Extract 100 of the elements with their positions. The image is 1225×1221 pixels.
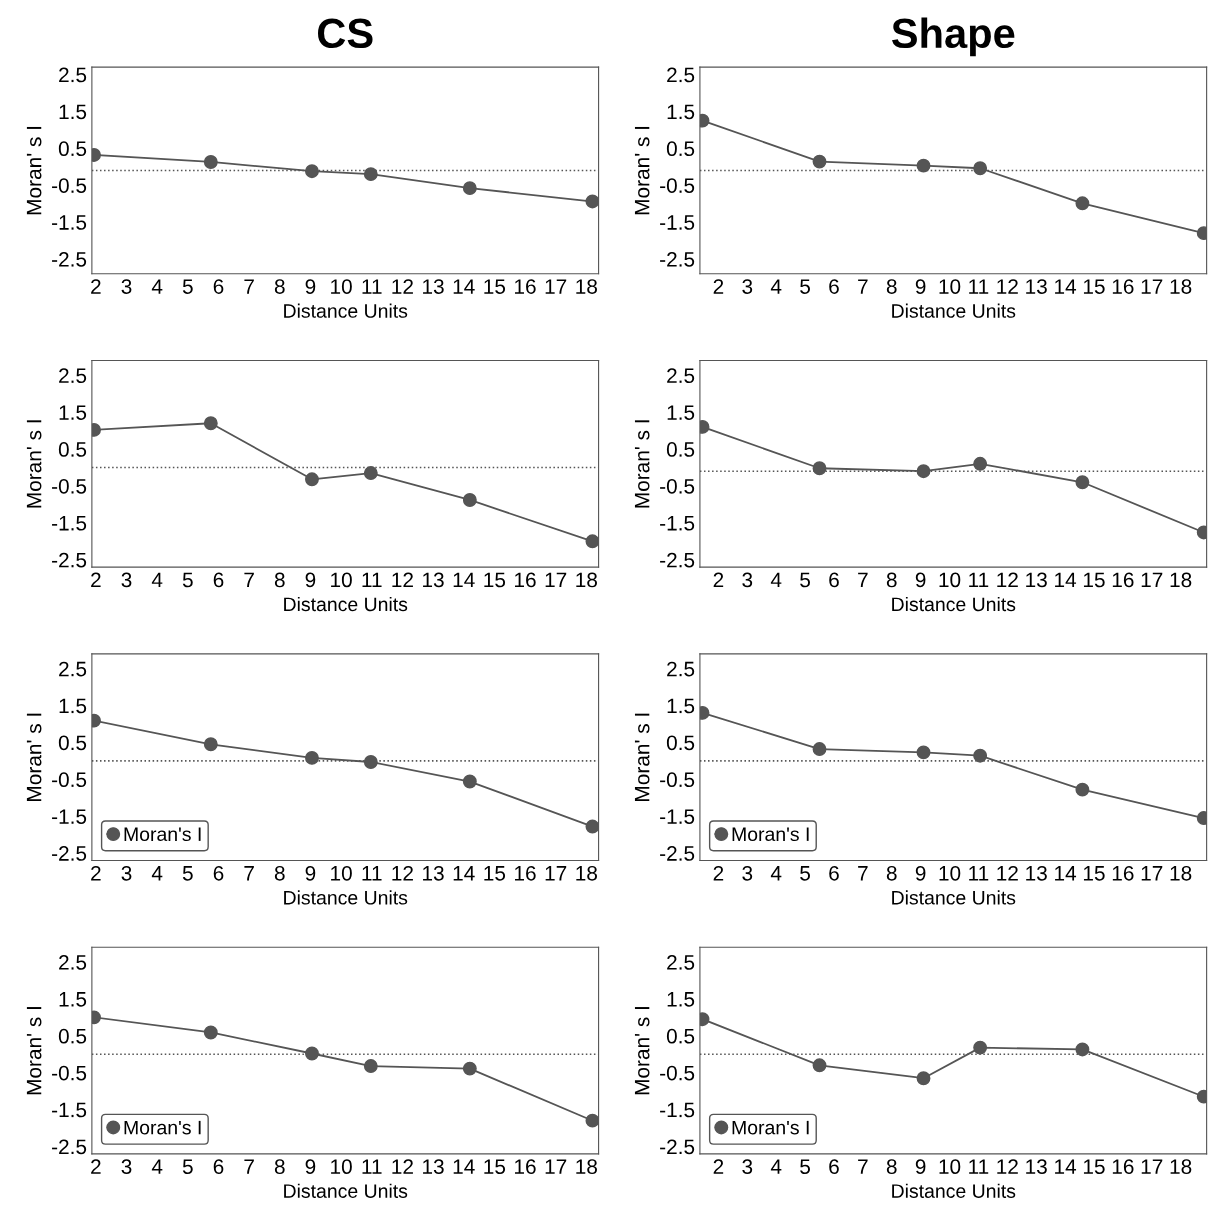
x-tick-label: 4	[770, 866, 782, 881]
x-tick-label: 8	[886, 1159, 897, 1175]
y-tick-label: 0.5	[666, 735, 695, 751]
x-axis-title: Distance Units	[284, 303, 408, 318]
x-tick-label: 12	[392, 1159, 413, 1174]
x-tick-label: 6	[213, 865, 224, 881]
y-tick-label: -2.5	[660, 1139, 695, 1155]
x-tick-label: 10	[939, 865, 961, 881]
point	[305, 750, 319, 765]
x-tick-label: 12	[392, 279, 413, 294]
x-tick-label: 7	[244, 279, 254, 294]
y-tick-label: 2.5	[59, 955, 87, 970]
x-tick-label: 15	[484, 1159, 506, 1175]
x-tick-label: 3	[742, 279, 753, 294]
x-tick-label: 4	[151, 279, 163, 294]
y-tick-label: -1.5	[660, 215, 695, 230]
point	[1075, 782, 1090, 797]
x-tick-label: 11	[969, 279, 989, 294]
x-tick-label: 4	[151, 572, 163, 588]
x-tick-label: 16	[1112, 865, 1134, 881]
x-tick-label: 6	[829, 1159, 839, 1175]
x-tick-label: 3	[121, 572, 132, 588]
x-tick-label: 8	[274, 1159, 285, 1175]
y-tick-label: -1.5	[660, 516, 695, 531]
x-tick-label: 7	[244, 572, 254, 588]
x-tick-label: 7	[858, 279, 868, 294]
y-tick-label: 0.5	[666, 141, 695, 157]
x-tick-label: 18	[576, 279, 597, 294]
x-tick-label: 15	[1083, 866, 1105, 881]
point	[363, 755, 378, 769]
x-tick-label: 15	[1083, 279, 1105, 294]
x-axis-title: Distance Units	[892, 890, 1016, 905]
x-tick-label: 16	[1112, 572, 1134, 588]
y-tick-label: 1.5	[59, 992, 87, 1007]
x-tick-label: 18	[1170, 279, 1192, 294]
x-tick-label: 8	[274, 279, 285, 294]
point	[462, 774, 477, 789]
y-tick-label: -2.5	[52, 552, 87, 568]
x-tick-label: 7	[244, 1159, 254, 1174]
y-axis-title: Moran' s I	[26, 713, 42, 801]
point	[203, 737, 218, 752]
x-tick-label: 8	[886, 279, 897, 294]
x-tick-label: 18	[1170, 1159, 1192, 1175]
point	[1075, 1042, 1090, 1057]
x-tick-label: 16	[515, 279, 536, 294]
y-axis-title: Moran' s I	[26, 420, 42, 508]
y-tick-label: -2.5	[52, 1139, 87, 1155]
x-tick-label: 18	[576, 572, 597, 588]
x-tick-label: 9	[305, 572, 316, 588]
x-tick-label: 6	[213, 1159, 224, 1175]
x-tick-label: 9	[305, 865, 316, 881]
point	[363, 466, 378, 480]
x-tick-label: 17	[1141, 1159, 1163, 1174]
y-tick-label: -0.5	[660, 772, 695, 788]
x-axis-title: Distance Units	[892, 303, 1016, 318]
point	[916, 1071, 931, 1086]
y-tick-label: 1.5	[59, 405, 87, 420]
x-tick-label: 6	[213, 572, 224, 588]
y-tick-label: -0.5	[660, 478, 695, 494]
x-tick-label: 12	[392, 572, 413, 588]
x-tick-label: 16	[515, 572, 536, 588]
x-tick-label: 16	[515, 1159, 536, 1175]
x-tick-label: 17	[545, 1159, 567, 1174]
point	[462, 181, 477, 196]
legend-label: Moran's I	[732, 1120, 809, 1135]
x-tick-label: 5	[800, 572, 810, 588]
x-tick-label: 4	[770, 572, 782, 588]
y-tick-label: 1.5	[667, 698, 695, 714]
x-tick-label: 14	[1055, 279, 1077, 294]
x-tick-label: 10	[939, 572, 961, 588]
x-tick-label: 17	[545, 866, 567, 881]
x-tick-label: 9	[915, 572, 926, 588]
x-tick-label: 6	[213, 279, 224, 294]
x-tick-label: 7	[858, 866, 868, 881]
y-tick-label: -1.5	[660, 1102, 695, 1118]
y-tick-label: 2.5	[667, 955, 695, 970]
x-tick-label: 11	[969, 572, 989, 588]
x-tick-label: 8	[274, 865, 285, 881]
x-tick-label: 3	[742, 865, 753, 881]
y-tick-label: -2.5	[660, 846, 695, 861]
x-tick-label: 14	[1055, 1159, 1077, 1174]
x-tick-label: 13	[423, 279, 444, 294]
x-axis-title: Distance Units	[284, 890, 408, 905]
legend-label: Moran's I	[124, 1120, 201, 1135]
x-tick-label: 13	[1026, 865, 1047, 881]
x-tick-label: 5	[800, 279, 810, 294]
y-tick-label: 2.5	[59, 67, 87, 83]
x-tick-label: 14	[453, 279, 475, 294]
x-tick-label: 2	[713, 865, 724, 881]
y-tick-label: 0.5	[58, 141, 87, 157]
y-tick-label: 2.5	[59, 368, 87, 384]
x-tick-label: 17	[545, 572, 567, 588]
x-tick-label: 3	[742, 572, 753, 588]
x-tick-label: 15	[1083, 1159, 1105, 1175]
point	[585, 534, 599, 549]
x-tick-label: 3	[121, 865, 132, 881]
x-tick-label: 6	[829, 572, 839, 588]
x-tick-label: 12	[997, 865, 1018, 881]
x-tick-label: 7	[858, 1159, 868, 1174]
y-tick-label: -2.5	[660, 552, 695, 568]
